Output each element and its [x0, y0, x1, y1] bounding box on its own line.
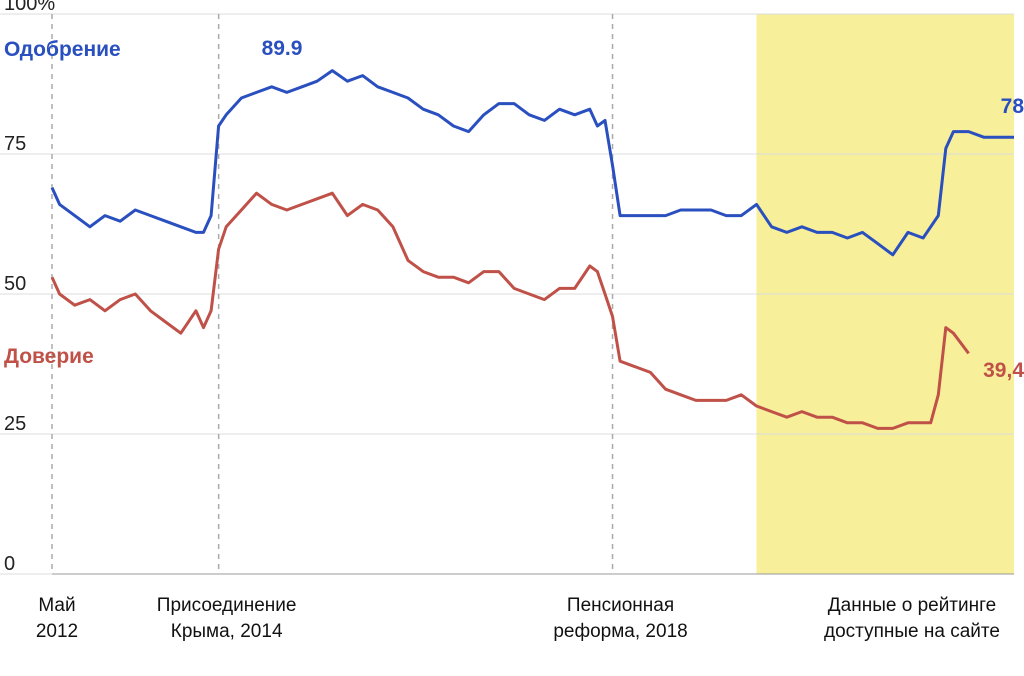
event-label: Май [38, 595, 75, 616]
series-label: Одобрение [4, 38, 121, 61]
event-label: Пенсионная [567, 595, 674, 616]
highlight-label: Данные о рейтинге [828, 595, 996, 616]
y-tick-label: 50 [4, 273, 26, 295]
series-line-trust [50, 191, 970, 430]
series-line-approval [50, 69, 1014, 257]
event-label: реформа, 2018 [553, 621, 687, 642]
series-label: Доверие [4, 345, 94, 368]
y-tick-label: 100% [4, 0, 55, 15]
event-label: Присоединение [157, 595, 297, 616]
y-tick-label: 0 [4, 553, 15, 575]
value-label: 89.9 [262, 37, 303, 60]
value-label: 78 [1001, 95, 1024, 118]
y-tick-label: 25 [4, 413, 26, 435]
event-label: Крыма, 2014 [171, 621, 283, 642]
event-label: 2012 [36, 621, 78, 642]
highlight-label: доступные на сайте [824, 621, 1000, 642]
y-tick-label: 75 [4, 133, 26, 155]
value-label: 39,4 [983, 359, 1024, 382]
